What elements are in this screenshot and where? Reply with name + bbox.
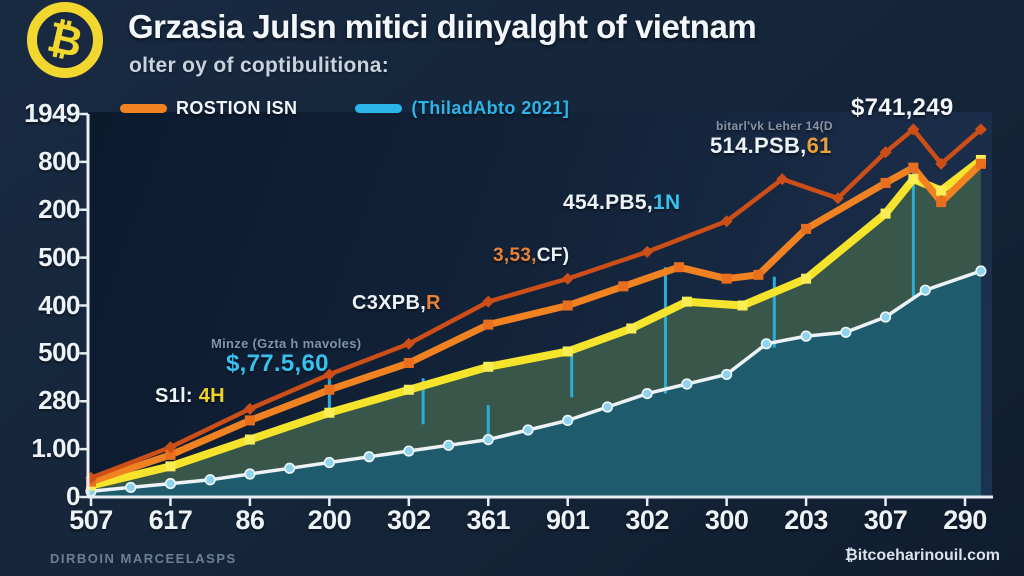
y-tick-label: 200 [38, 193, 80, 224]
page-subtitle: olter oy of coptibulitiona: [129, 54, 390, 77]
x-tick-label: 617 [148, 505, 193, 535]
x-tick-label: 86 [235, 505, 265, 535]
legend-label-thiladabto: (ThiladAbto 2021] [411, 97, 570, 118]
annotation-s1l-4h: S1l: 4H [155, 385, 225, 407]
y-tick-label: 800 [38, 145, 80, 176]
x-tick-label: 300 [704, 505, 749, 535]
bitcoin-logo: ₿ [27, 2, 103, 78]
annotation-mitre-value: $,77.5,60 [226, 350, 329, 377]
x-tick-label: 302 [625, 505, 669, 535]
legend: ROSTION ISN (ThiladAbto 2021] [120, 96, 569, 120]
y-tick-label: 1.00 [31, 433, 80, 464]
y-tick-label: 280 [38, 385, 80, 416]
x-tick-label: 302 [387, 505, 431, 535]
footer-url: ₿itcoeharinouil.com [844, 547, 1000, 564]
annotation-514psb-value: 514.PSB,61 [710, 133, 832, 158]
annotation-454pb5: 454.PB5,1N [563, 191, 681, 214]
legend-label-rostion-isn: ROSTION ISN [176, 97, 298, 118]
x-tick-label: 901 [545, 505, 590, 535]
annotation-353cf: 3,53,CF) [493, 245, 570, 266]
y-tick-label: 500 [38, 337, 80, 368]
x-tick-label: 290 [943, 505, 987, 535]
annotation-741249: $741,249 [851, 94, 954, 121]
y-tick-label: 0 [66, 481, 80, 511]
x-tick-label: 307 [863, 505, 908, 535]
y-tick-label: 500 [38, 241, 80, 272]
legend-swatch-rostion-isn [120, 103, 167, 113]
y-tick-label: 1949 [24, 98, 80, 128]
x-tick-label: 203 [784, 505, 828, 535]
annotation-mitre-caption: Minze (Gzta h mavoles) [211, 336, 362, 351]
legend-swatch-thiladabto [355, 103, 403, 113]
page-title: Grzasia Julsn mitici dıinyalght of vietn… [128, 8, 757, 45]
footer-watermark: DIRBOIN MARCEELASPS [50, 551, 237, 566]
annotation-514psb-caption: bitarl'vk Leher 14(D [716, 119, 833, 133]
x-tick-label: 200 [307, 505, 352, 535]
annotation-c3xpb: C3XPB,R [352, 292, 441, 314]
x-tick-label: 361 [466, 505, 511, 535]
y-tick-label: 400 [38, 289, 80, 320]
x-tick-label: 507 [69, 505, 113, 535]
